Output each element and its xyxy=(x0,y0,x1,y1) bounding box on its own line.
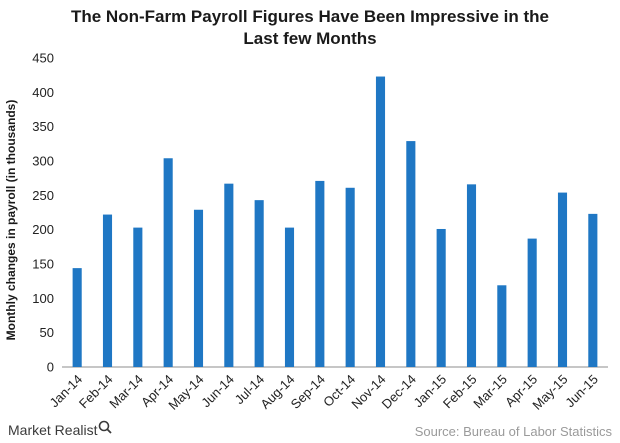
chart-title-line-1: The Non-Farm Payroll Figures Have Been I… xyxy=(71,7,549,26)
bar xyxy=(254,200,264,367)
bar xyxy=(436,228,446,367)
bar xyxy=(497,285,507,367)
y-tick-label: 250 xyxy=(32,188,54,203)
x-tick-label: Sep-14 xyxy=(288,372,328,412)
bar xyxy=(72,268,82,367)
y-tick-label: 50 xyxy=(40,325,54,340)
bar xyxy=(102,214,113,367)
x-tick-label: Jun-15 xyxy=(562,372,601,411)
magnifier-icon xyxy=(98,420,112,434)
bar xyxy=(224,183,234,367)
bars xyxy=(72,76,598,367)
chart-title-line-2: Last few Months xyxy=(243,29,376,48)
y-tick-label: 150 xyxy=(32,257,54,272)
bar xyxy=(375,76,386,367)
y-tick-label: 400 xyxy=(32,85,54,100)
bar xyxy=(527,238,537,367)
y-tick-label: 350 xyxy=(32,119,54,134)
bar xyxy=(284,227,295,367)
y-axis-ticks: 0 50 100 150 200 250 300 350 400 450 xyxy=(32,51,54,375)
x-tick-label: Mar-15 xyxy=(470,372,510,412)
bar xyxy=(315,180,325,367)
bar xyxy=(466,184,477,367)
source-note: Source: Bureau of Labor Statistics xyxy=(415,424,613,439)
bar xyxy=(557,192,568,367)
market-realist-logo: Market Realist xyxy=(8,420,112,438)
bar xyxy=(163,158,173,367)
bar xyxy=(406,141,416,367)
y-tick-label: 450 xyxy=(32,51,54,66)
y-axis-label: Monthly changes in payroll (in thousands… xyxy=(4,100,18,341)
x-tick-label: Dec-14 xyxy=(379,372,419,412)
y-tick-label: 300 xyxy=(32,154,54,169)
x-tick-label: Jun-14 xyxy=(198,372,237,411)
y-tick-label: 200 xyxy=(32,222,54,237)
brand-name: Market Realist xyxy=(8,422,98,438)
x-tick-label: Mar-14 xyxy=(106,372,146,412)
bar xyxy=(193,209,204,367)
x-axis-ticks: Jan-14Feb-14Mar-14Apr-14May-14Jun-14Jul-… xyxy=(47,372,601,413)
bar xyxy=(588,213,598,367)
y-tick-label: 0 xyxy=(47,360,54,375)
y-tick-label: 100 xyxy=(32,291,54,306)
bar xyxy=(345,187,355,367)
bar xyxy=(133,227,143,367)
